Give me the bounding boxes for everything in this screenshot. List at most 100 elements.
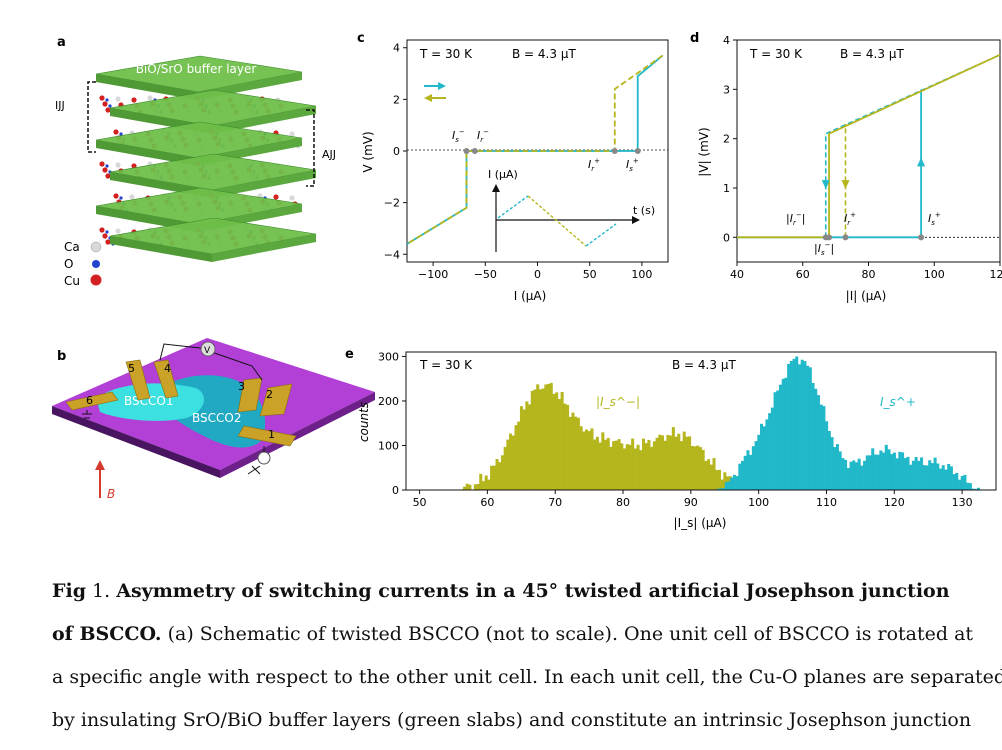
histogram-bar-cyan	[819, 404, 823, 490]
histogram-bar-olive	[525, 401, 529, 490]
cu-atom-icon	[90, 274, 102, 286]
atom	[115, 228, 121, 234]
histogram-bar-cyan	[760, 423, 764, 490]
histogram-bar-cyan	[882, 452, 886, 490]
histogram-bar-olive	[576, 417, 580, 490]
atom	[102, 233, 108, 239]
atom	[102, 167, 108, 173]
histogram-bar-cyan	[776, 390, 780, 490]
histogram-bar-cyan	[844, 459, 848, 490]
buffer-slab-side	[96, 74, 198, 100]
histogram-bar-olive	[479, 473, 483, 490]
inset-xlabel: t (s)	[633, 204, 655, 217]
histogram-bar-olive	[579, 426, 583, 490]
histogram-bar-cyan	[765, 419, 769, 490]
contact-3	[237, 377, 263, 413]
histogram-bar-olive	[503, 447, 507, 490]
y-tick-label: 100	[378, 439, 399, 452]
x-tick-label: −100	[418, 268, 448, 281]
histogram-bar-cyan	[860, 465, 864, 490]
histogram-bar-olive	[614, 440, 618, 490]
atom	[129, 194, 135, 200]
inset-ramp-down	[527, 195, 587, 247]
histogram-bar-olive	[514, 425, 518, 490]
histogram-bar-cyan	[741, 460, 745, 490]
x-tick-label: 60	[480, 496, 494, 509]
ijj-bracket	[87, 81, 96, 153]
panel-c-marker-ir-plus: Ir+	[588, 157, 600, 173]
histogram-bar-cyan	[903, 458, 907, 490]
histogram-bar-olive	[720, 479, 724, 490]
histogram-bar-olive	[549, 382, 553, 490]
atom-legend: Ca O Cu	[64, 240, 102, 288]
o-atom-icon	[92, 260, 100, 268]
histogram-bar-cyan	[746, 450, 750, 490]
histogram-bar-olive	[519, 406, 523, 490]
histogram-bar-olive	[677, 433, 681, 490]
histogram-bar-olive	[544, 384, 548, 490]
histogram-bar-olive	[506, 439, 510, 490]
histogram-bar-olive	[707, 459, 711, 490]
panel-label-d: d	[690, 31, 699, 46]
atom	[119, 132, 123, 136]
histogram-bar-olive	[609, 446, 613, 490]
buffer-slab-side	[96, 140, 198, 166]
histogram-bar-cyan	[949, 466, 953, 490]
histogram-bar-olive	[685, 436, 689, 490]
sweep-arrow-icon	[917, 157, 926, 167]
caption-title-end: of BSCCO.	[52, 623, 162, 645]
histogram-bar-olive	[709, 464, 713, 490]
histogram-bar-olive	[498, 462, 502, 490]
panel-c-title-right: B = 4.3 µT	[512, 47, 576, 61]
histogram-bar-olive	[655, 437, 659, 490]
buffer-slab-side	[212, 170, 316, 198]
atom	[105, 239, 111, 245]
caption-text-2: (a) Schematic of twisted BSCCO (not to s…	[161, 623, 974, 645]
histogram-bar-olive	[563, 403, 567, 490]
voltmeter-label: V	[204, 346, 211, 356]
switching-point	[611, 148, 618, 154]
atom	[105, 173, 111, 179]
histogram-bar-olive	[582, 431, 586, 490]
ijj-label: IJJ	[55, 99, 65, 112]
y-tick-label: 3	[723, 83, 730, 96]
histogram-bar-cyan	[773, 392, 777, 490]
y-tick-label: 4	[723, 34, 730, 47]
contact-label-2: 2	[266, 388, 273, 401]
switching-point	[463, 148, 470, 154]
x-tick-label: −50	[474, 268, 497, 281]
panel-c-marker-is-minus: Is−	[452, 128, 465, 144]
histogram-bar-olive	[468, 484, 472, 490]
panel-label-b: b	[57, 349, 66, 364]
y-tick-label: 0	[392, 484, 399, 497]
atom	[99, 95, 105, 101]
panel-e-legend-cyan: I_s^+	[880, 395, 916, 409]
panel-d-marker-ir-minus: |Ir−|	[786, 211, 805, 227]
histogram-bar-cyan	[732, 474, 736, 490]
histogram-bar-cyan	[849, 461, 853, 490]
histogram-bar-olive	[674, 436, 678, 490]
histogram-bar-olive	[585, 429, 589, 490]
atom	[131, 97, 137, 103]
histogram-bar-olive	[631, 438, 635, 490]
histogram-bar-cyan	[778, 384, 783, 490]
x-tick-label: 40	[730, 268, 744, 281]
atom	[147, 95, 153, 101]
panel-a-schematic: BiO/SrO buffer layer IJJ AJJ Ca O Cu	[55, 55, 336, 288]
y-tick-label: 4	[393, 42, 400, 55]
histogram-bar-cyan	[797, 364, 801, 490]
ground-icon	[82, 410, 261, 475]
histogram-bar-cyan	[806, 365, 810, 490]
histogram-bar-cyan	[716, 488, 720, 490]
histogram-bar-olive	[688, 436, 692, 490]
buffer-slab-side	[110, 236, 212, 262]
histogram-bar-cyan	[792, 358, 796, 490]
histogram-bar-cyan	[941, 465, 945, 490]
switching-point	[826, 234, 833, 241]
y-tick-label: 300	[378, 350, 399, 363]
histogram-bar-cyan	[873, 454, 877, 490]
sweep-arrow-icon	[821, 180, 830, 190]
histogram-bar-cyan	[757, 434, 761, 490]
histogram-bar-cyan	[838, 451, 842, 490]
histogram-bar-olive	[717, 469, 721, 490]
